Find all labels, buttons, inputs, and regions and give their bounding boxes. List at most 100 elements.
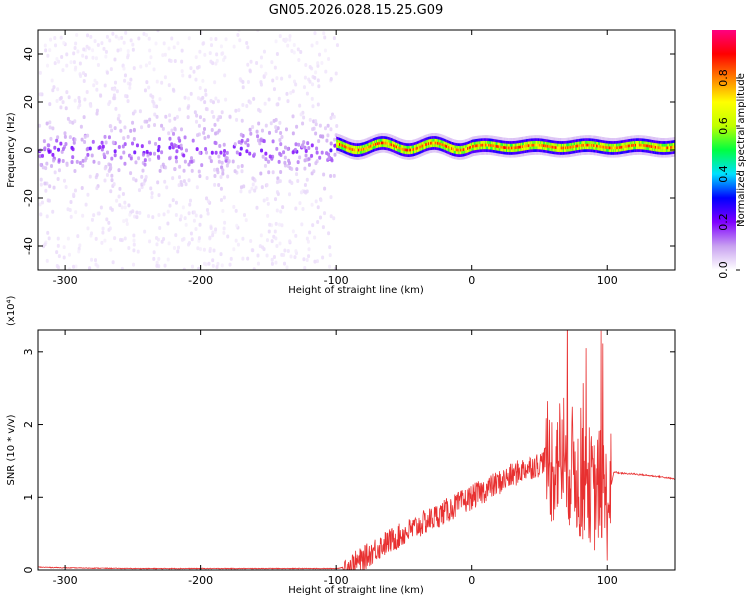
heat-cell [320,60,324,65]
heat-cell [136,249,140,254]
heat-cell [77,249,81,254]
heat-cell [188,74,192,79]
heat-cell [66,116,70,121]
heat-cell [246,45,250,50]
heat-cell [222,195,226,200]
heat-cell [178,164,182,169]
bottom-y-axis-label: SNR (10 * v/v) [6,414,17,485]
heat-cell [236,164,240,169]
heat-cell [111,140,115,145]
x-tick-label: -100 [324,574,349,587]
heat-cell [277,222,281,227]
heat-cell [95,108,99,113]
heat-cell [156,180,160,185]
heat-cell [186,115,190,120]
heat-cell [120,35,124,40]
heat-cell [274,236,278,241]
heat-cell [332,173,336,178]
heat-cell [172,131,176,136]
heat-cell [110,178,114,183]
heat-cell [189,156,193,161]
heat-cell [195,185,199,190]
heat-cell [220,263,224,268]
heat-cell [290,49,294,54]
heat-cell [183,95,187,100]
heat-cell [275,76,279,81]
heat-cell [176,245,180,250]
heat-cell [323,186,327,191]
heat-cell [249,131,253,136]
heat-cell [54,43,58,48]
heat-cell [134,178,138,183]
heat-cell [235,223,239,228]
heat-cell [279,153,283,158]
heat-cell [323,48,327,53]
heat-cell [283,160,287,165]
heat-cell [103,154,107,159]
heat-cell [259,82,263,87]
heat-cell [113,149,117,154]
heat-cell [93,39,97,44]
heat-cell [232,247,236,252]
heat-cell [155,260,159,265]
heat-cell [86,192,90,197]
heat-cell [264,123,268,128]
heat-cell [68,119,72,124]
heat-cell [267,159,271,164]
heat-cell [164,114,168,119]
heat-cell [46,53,50,58]
heat-cell [294,249,298,254]
snr-frame [37,329,676,571]
heat-cell [46,63,50,68]
heat-cell [52,185,56,190]
heat-cell [200,163,204,168]
heat-cell [71,147,75,152]
heat-cell [197,169,201,174]
heat-cell [64,185,68,190]
heat-cell [131,120,135,125]
heat-cell [119,237,123,242]
heat-cell [168,203,172,208]
colorbar-ticks: 0.0 0.2 0.4 0.6 0.8 [717,69,740,279]
heat-cell [265,183,269,188]
heat-cell [59,141,63,146]
heat-cell [268,130,272,135]
heat-cell [246,138,250,143]
heat-cell [242,184,246,189]
heat-cell [226,234,230,239]
heat-cell [301,121,305,126]
heat-cell [43,43,47,48]
heat-cell [241,103,245,108]
heat-cell [291,150,295,155]
heat-cell [132,242,136,247]
heat-cell [279,209,283,214]
heat-cell [38,154,42,159]
colorbar-tick-label: 0.0 [717,261,730,279]
heat-cell [303,189,307,194]
heat-cell [234,108,238,113]
heat-cell [228,262,232,267]
heat-cell [162,41,166,46]
x-tick-label: 0 [468,274,475,287]
heat-cell [303,145,307,150]
heat-cell [299,49,303,54]
heat-cell [211,263,215,268]
heat-cell [186,105,190,110]
heat-cell [148,239,152,244]
heat-cell [330,158,334,163]
heat-cell [279,169,283,174]
heat-cell [179,214,183,219]
heat-cell [180,48,184,53]
heat-cell [332,216,336,221]
heat-cell [321,255,325,260]
heat-cell [92,83,96,88]
heat-cell [257,121,261,126]
heat-cell [147,140,151,145]
heat-cell [214,96,218,101]
heat-cell [39,177,43,182]
heat-cell [295,172,299,177]
heat-cell [304,62,308,67]
heat-cell [45,214,49,219]
heat-cell [319,198,323,203]
heat-cell [176,41,180,46]
